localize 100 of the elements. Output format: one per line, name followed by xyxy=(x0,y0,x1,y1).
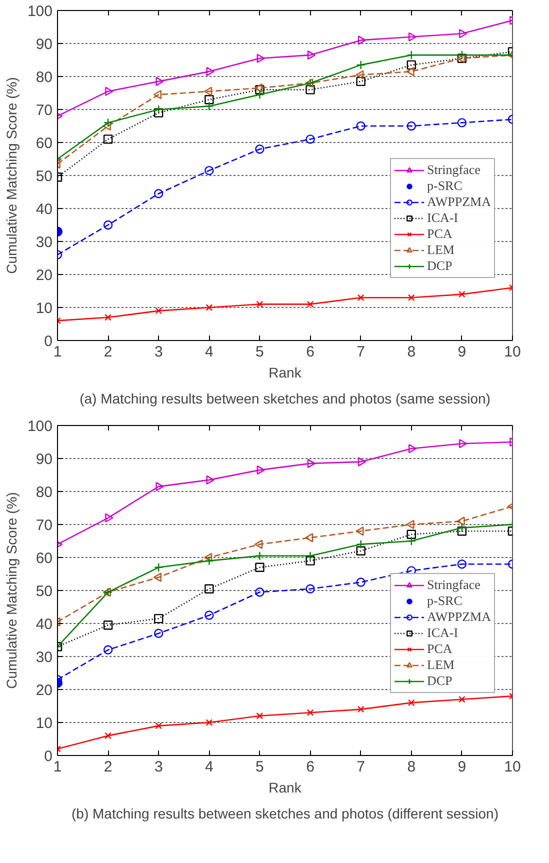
point xyxy=(204,610,214,620)
x-axis-title: Rank xyxy=(268,364,302,380)
legend-label: LEM xyxy=(427,657,454,673)
point xyxy=(458,696,466,703)
x-tick-label: 2 xyxy=(104,344,112,360)
legend-label: ICA-I xyxy=(427,625,458,641)
x-tick-label: 7 xyxy=(356,758,366,776)
y-tick-label: 100 xyxy=(27,3,53,20)
point xyxy=(406,520,414,530)
point xyxy=(307,50,316,60)
point xyxy=(206,304,213,311)
legend-label: ICA-I xyxy=(427,210,458,226)
x-tick-label: 5 xyxy=(256,344,264,360)
point xyxy=(356,60,366,70)
point xyxy=(358,457,366,466)
point xyxy=(307,458,316,468)
y-tick-label: 60 xyxy=(36,550,53,567)
point xyxy=(255,144,264,154)
point xyxy=(406,60,416,70)
point xyxy=(255,562,264,572)
point xyxy=(306,551,315,560)
point xyxy=(306,85,315,94)
y-tick-label: 70 xyxy=(36,102,53,119)
point xyxy=(153,90,162,100)
point xyxy=(256,712,264,720)
point xyxy=(154,628,164,638)
point xyxy=(154,189,164,198)
x-tick-label: 5 xyxy=(256,758,264,776)
point xyxy=(103,134,113,144)
x-tick-label: 3 xyxy=(154,758,163,776)
point xyxy=(206,475,214,485)
point xyxy=(103,118,113,128)
point xyxy=(156,76,164,86)
legend-label: AWPPZMA xyxy=(427,609,491,625)
point xyxy=(457,526,467,536)
point xyxy=(456,516,465,526)
y-tick-label: 0 xyxy=(44,333,52,350)
point xyxy=(104,732,112,740)
point xyxy=(357,706,364,713)
point xyxy=(204,552,212,562)
point xyxy=(306,709,314,716)
point xyxy=(406,530,416,539)
y-tick-label: 30 xyxy=(36,649,53,666)
point xyxy=(156,482,164,492)
point xyxy=(204,95,214,104)
point xyxy=(255,551,264,560)
x-tick-label: 6 xyxy=(306,758,314,776)
x-tick-label: 9 xyxy=(458,758,466,776)
x-tick-label: 7 xyxy=(356,344,366,360)
point xyxy=(103,620,113,630)
point xyxy=(306,134,315,144)
point xyxy=(256,54,265,63)
point xyxy=(306,556,315,566)
point xyxy=(206,66,214,76)
y-tick-label: 10 xyxy=(36,715,53,732)
point xyxy=(103,645,113,654)
x-tick-label: 8 xyxy=(407,758,416,776)
point xyxy=(254,540,263,549)
point xyxy=(356,546,366,556)
y-tick-label: 20 xyxy=(36,267,53,284)
y-tick-label: 90 xyxy=(36,36,53,53)
point xyxy=(256,465,265,475)
point xyxy=(155,722,162,730)
point xyxy=(356,540,366,549)
point xyxy=(206,719,213,726)
point xyxy=(406,50,416,60)
point xyxy=(255,588,264,597)
point xyxy=(204,102,214,111)
legend-label: DCP xyxy=(427,673,452,689)
point xyxy=(408,294,415,302)
point xyxy=(406,66,414,76)
legend-label: p-SRC xyxy=(427,178,462,194)
y-tick-label: 50 xyxy=(36,168,53,185)
x-tick-label: 9 xyxy=(458,344,466,360)
point xyxy=(357,294,364,302)
point xyxy=(356,578,366,587)
x-tick-label: 10 xyxy=(504,758,521,776)
y-tick-label: 80 xyxy=(36,484,53,501)
x-tick-label: 6 xyxy=(306,344,314,360)
y-tick-label: 80 xyxy=(36,69,53,86)
point xyxy=(457,50,467,60)
y-tick-label: 90 xyxy=(36,451,53,468)
y-tick-label: 20 xyxy=(36,682,53,699)
x-tick-label: 1 xyxy=(53,758,62,776)
point xyxy=(306,584,315,594)
x-tick-label: 1 xyxy=(53,344,62,360)
point xyxy=(406,121,416,131)
x-tick-label: 4 xyxy=(204,758,214,776)
legend-label: DCP xyxy=(427,258,452,274)
legend-label: PCA xyxy=(427,641,452,657)
point xyxy=(406,536,416,546)
y-tick-label: 10 xyxy=(36,300,53,317)
point xyxy=(155,307,162,314)
point xyxy=(154,614,164,624)
x-tick-label: 4 xyxy=(204,344,214,360)
point xyxy=(457,560,467,569)
point xyxy=(457,118,467,128)
point xyxy=(204,584,214,594)
point xyxy=(408,444,417,454)
y-axis-title: Cumulative Matching Score (%) xyxy=(3,492,20,689)
